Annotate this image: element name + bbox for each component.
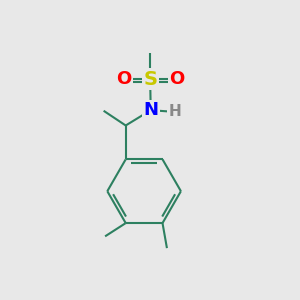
Text: N: N: [143, 101, 158, 119]
Text: O: O: [169, 70, 184, 88]
Text: S: S: [143, 70, 157, 89]
Text: H: H: [169, 104, 181, 119]
Text: O: O: [116, 70, 131, 88]
